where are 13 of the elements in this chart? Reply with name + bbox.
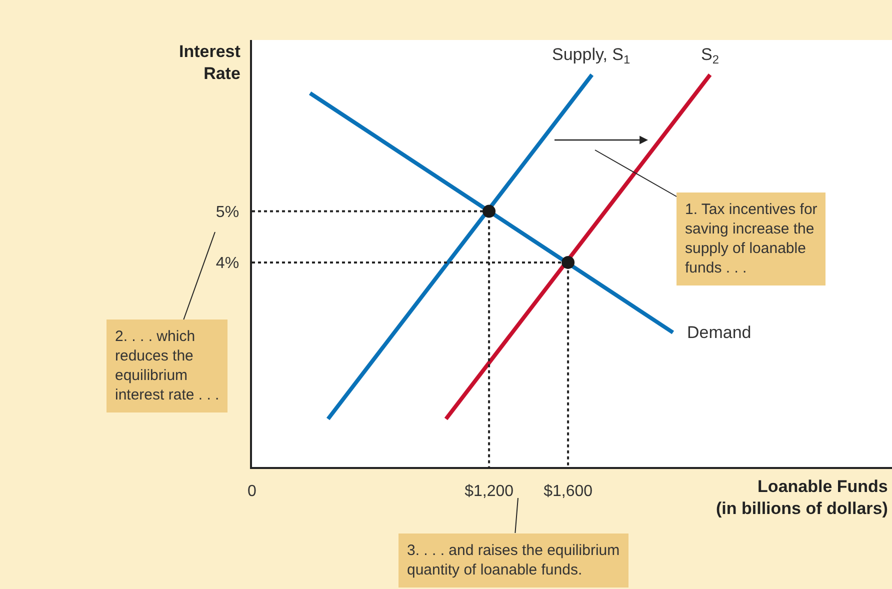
x-axis-title: Loanable Funds (in billions of dollars) [716, 477, 888, 518]
series-label: Supply, S$_{1}$ [552, 45, 631, 67]
text: 2. . . . which reduces the equilibrium interest rate . . . [115, 328, 220, 404]
text: 3. . . . and raises the equilibrium quantity of loanable funds. [407, 542, 620, 578]
annotation: 1. Tax incentives for saving increase the supply of loanable funds . . . [685, 201, 818, 276]
y-tick-label: 5% [216, 204, 240, 221]
series-label: Demand [687, 323, 752, 342]
x-tick-label: $1,200 [464, 482, 514, 500]
y-tick-label: 4% [216, 255, 240, 272]
x-tick-label: $1,600 [544, 482, 593, 500]
x-tick-label: 0 [248, 482, 257, 500]
series-label: S$_{2}$ [701, 45, 720, 67]
y-axis-title: Interest Rate [179, 42, 241, 84]
